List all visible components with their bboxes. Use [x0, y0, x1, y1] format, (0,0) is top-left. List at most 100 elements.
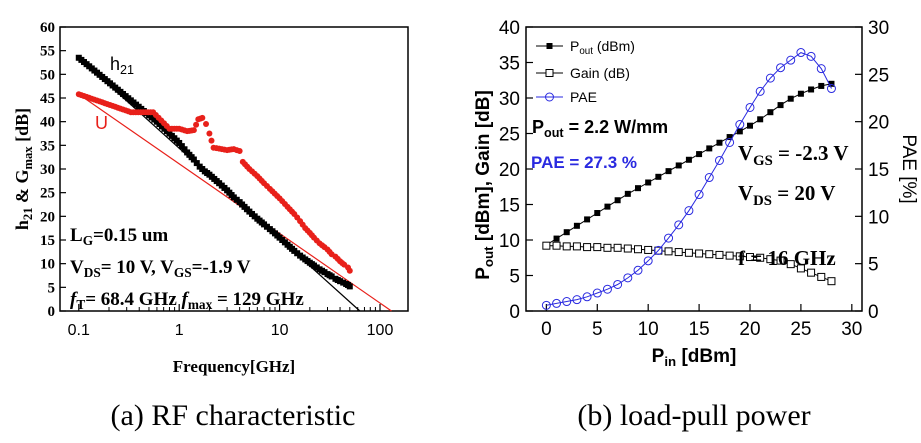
- series-a: [75, 54, 353, 290]
- text-part: out: [579, 46, 593, 57]
- series-label-h21: h21: [110, 54, 134, 77]
- text-part: = 129 GHz: [212, 289, 304, 310]
- Pout (dBm)-point: [553, 235, 560, 242]
- Gain (dB)-point: [684, 248, 693, 257]
- Pout (dBm)-point: [573, 222, 580, 229]
- Pout (dBm)-point: [696, 151, 703, 158]
- y-tick-label: 10: [40, 257, 55, 273]
- h21-point: [328, 273, 335, 280]
- y2-tick-label: 5: [868, 255, 879, 276]
- PAE-point: [541, 300, 551, 310]
- Pout (dBm)-point: [808, 86, 815, 93]
- text-part: [dBm], Gain [dB]: [473, 90, 494, 246]
- PAE-point: [572, 295, 582, 305]
- Gain (dB)-point: [562, 242, 571, 251]
- Pout (dBm)-point: [594, 210, 601, 217]
- Gain (dB)-point: [695, 249, 704, 258]
- text-part: DS: [84, 265, 101, 280]
- annotation-f: f = 16 GHz: [738, 246, 836, 270]
- legend-b: Pout (dBm) Gain (dB) PAE: [536, 38, 635, 105]
- legend-label: Pout (dBm): [570, 38, 635, 57]
- y-tick-label: 50: [40, 67, 55, 83]
- Gain (dB)-point: [725, 251, 734, 260]
- x-tick-label: 5: [592, 319, 603, 340]
- h21-point: [193, 160, 200, 167]
- legend-swatch-marker: [545, 69, 554, 77]
- y-tick-label: 60: [40, 20, 55, 36]
- y-axis-title-b: Pout [dBm], Gain [dB]: [473, 90, 496, 280]
- y-axis-right-b: 0 5 10 15 20 25 30: [855, 18, 889, 323]
- y2-axis-title-b: PAE [%]: [898, 134, 919, 203]
- y2-tick-label: 15: [868, 160, 889, 181]
- chart-load-pull-power: 0 5 10 15 20 25 30 35 40 0 5 10 15 20 25 30 0 5 10 15 20 25…: [473, 18, 919, 432]
- Pout (dBm)-point: [747, 122, 753, 129]
- text-part: = 2.2 W/mm: [564, 117, 669, 137]
- legend-label: PAE: [570, 89, 597, 105]
- text-part: = 10 V, V: [101, 257, 174, 278]
- PAE-point: [623, 273, 633, 283]
- y-tick-label: 45: [40, 91, 55, 107]
- text-part: = 68.4 GHz: [85, 289, 181, 310]
- text-part: f: [70, 289, 78, 310]
- text-part: out: [544, 126, 564, 140]
- Gain (dB)-point: [766, 255, 775, 264]
- annotation-pout: Pout = 2.2 W/mm: [532, 117, 668, 140]
- x-tick-label: 10: [271, 322, 289, 339]
- Pout (dBm)-point: [685, 156, 692, 163]
- y-tick-label: 35: [40, 138, 55, 154]
- text-part: T: [76, 297, 85, 312]
- text-part: V: [738, 141, 753, 165]
- text-part: DS: [753, 193, 772, 209]
- Gain (dB)-point: [715, 250, 724, 259]
- Gain (dB)-point: [746, 253, 754, 262]
- Gain (dB)-point: [634, 245, 642, 254]
- text-part: G: [83, 233, 93, 248]
- Pout (dBm)-point: [828, 80, 835, 87]
- text-part: f = 16 GHz: [738, 246, 836, 270]
- y-tick-label: 30: [499, 89, 520, 110]
- x-axis-title-b: Pin [dBm]: [652, 346, 737, 369]
- y-tick-label: 40: [499, 18, 520, 39]
- text-part: in: [664, 354, 676, 369]
- h21-point: [346, 283, 353, 290]
- U-point: [199, 114, 206, 121]
- PAE-point: [664, 233, 674, 243]
- Gain (dB)-point: [796, 264, 805, 273]
- PAE-point: [552, 298, 562, 308]
- Pout (dBm)-point: [736, 128, 743, 135]
- text-part: PAE = 27.3 %: [531, 153, 637, 172]
- Pout (dBm)-point: [675, 162, 682, 169]
- y-tick-label: 5: [509, 267, 520, 288]
- h21-point: [190, 156, 197, 163]
- PAE-point: [694, 190, 704, 200]
- x-tick-label: 30: [841, 319, 862, 340]
- y-tick-label: 10: [499, 231, 520, 252]
- y-tick-label: 15: [499, 196, 520, 217]
- Pout (dBm)-point: [818, 82, 825, 89]
- text-part: f: [182, 289, 190, 310]
- Pout (dBm)-point: [624, 190, 631, 197]
- Pout (dBm)-point: [584, 216, 591, 223]
- Pout (dBm)-point: [706, 145, 713, 152]
- Gain (dB)-point: [735, 252, 744, 261]
- x-tick-label: 20: [739, 319, 760, 340]
- series-b: [541, 48, 836, 310]
- text-part: max: [21, 146, 35, 170]
- annotation-vds: VDS = 20 V: [738, 181, 835, 209]
- legend-swatch-marker: [545, 92, 554, 102]
- y-tick-label: 25: [499, 125, 520, 146]
- text-part: P: [652, 346, 665, 367]
- Gain (dB)-point: [705, 250, 714, 259]
- text-part: =0.15 um: [93, 225, 168, 246]
- y-tick-label: 15: [40, 233, 55, 249]
- text-part: P: [570, 38, 579, 54]
- Pout (dBm)-point: [563, 229, 570, 236]
- PAE-point: [613, 279, 623, 289]
- y-axis-a: 0 5 10 15 20 25 30 35 40 45 50 55 60: [40, 20, 66, 320]
- y-axis-left-b: 0 5 10 15 20 25 30 35 40: [499, 18, 533, 323]
- Gain (dB)-point: [756, 253, 765, 262]
- Pout (dBm)-point: [716, 139, 723, 146]
- h21-point: [176, 139, 183, 146]
- y-tick-label: 30: [40, 162, 55, 178]
